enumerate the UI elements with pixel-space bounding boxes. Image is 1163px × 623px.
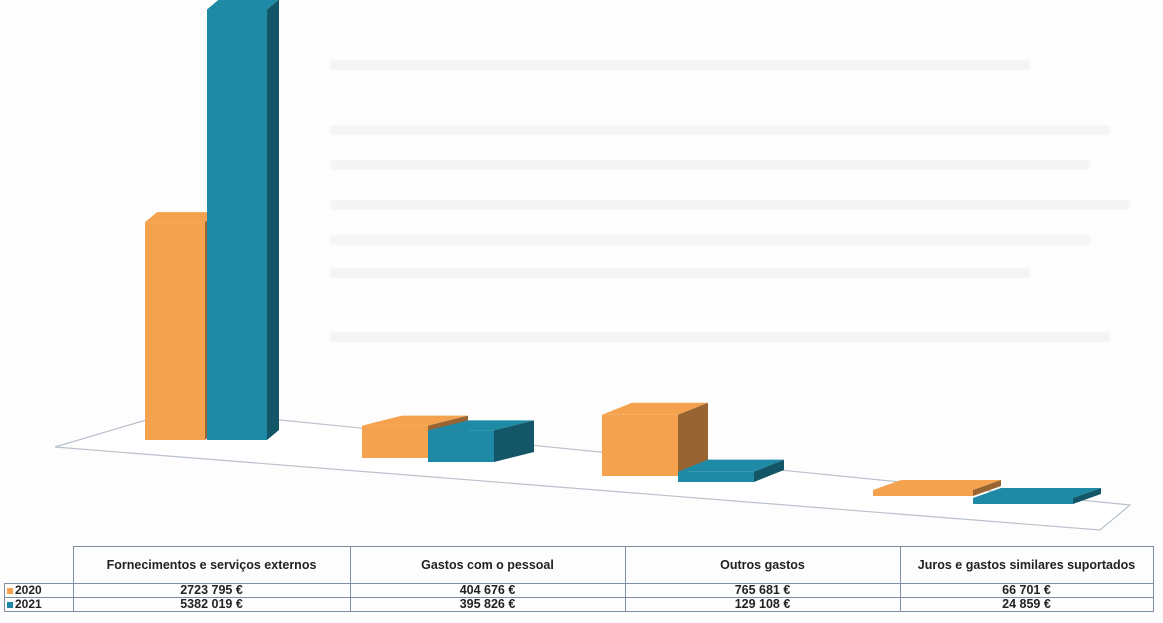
table-cell: 66 701 € [899,583,1154,598]
legend-swatch-2020 [7,587,13,594]
table-cell: 404 676 € [349,583,626,598]
table-header-row: Fornecimentos e serviços externos Gastos… [5,546,1154,584]
table-row-2020: 2020 2723 795 € 404 676 € 765 681 € 66 7… [4,583,1154,598]
legend-swatch-2021 [7,601,13,608]
table-cell: 395 826 € [349,597,626,612]
table-header-cell: Juros e gastos similares suportados [899,546,1154,584]
bar-top-2021-4 [973,488,1101,498]
table-cell: 5382 019 € [72,597,351,612]
data-table: Fornecimentos e serviços externos Gastos… [4,546,1154,612]
table-cell: 24 859 € [899,597,1154,612]
table-corner [5,547,74,584]
chart-floor [54,409,1132,531]
legend-label-2021: 2021 [15,597,42,611]
bar-side-2021-2 [494,420,534,462]
bar-side-2020-3 [678,402,708,476]
bar-top-2021-2 [428,420,534,431]
bar-2020-1 [145,222,205,440]
bar-top-2021-3 [678,459,784,472]
bar-top-2020-2 [362,415,468,426]
bar-top-2020-1 [145,212,217,223]
table-row-2021: 2021 5382 019 € 395 826 € 129 108 € 24 8… [4,597,1154,612]
table-cell: 765 681 € [624,583,901,598]
table-header-cell: Outros gastos [624,546,901,584]
table-header-cell: Fornecimentos e serviços externos [72,546,351,584]
bar-top-2020-4 [873,480,1001,490]
bar-2020-2 [362,425,428,458]
legend-entry-2020: 2020 [4,583,74,598]
bar-2021-4 [973,498,1073,504]
bar-2021-2 [428,430,494,462]
bar-side-2021-3 [754,459,784,482]
bar-2021-1 [207,9,267,441]
bar-side-2021-4 [1073,488,1101,504]
table-header-cell: Gastos com o pessoal [349,546,626,584]
table-cell: 2723 795 € [72,583,351,598]
bar-2020-3 [602,414,678,476]
bar-chart-3d [54,0,1132,531]
bar-2020-4 [873,490,973,496]
bar-side-2020-4 [973,480,1001,496]
bar-side-2021-1 [267,0,279,440]
legend-label-2020: 2020 [15,583,42,597]
bar-2021-3 [678,471,754,482]
legend-entry-2021: 2021 [4,597,74,612]
bar-top-2020-3 [602,402,708,415]
table-cell: 129 108 € [624,597,901,612]
bar-top-2021-1 [207,0,279,10]
